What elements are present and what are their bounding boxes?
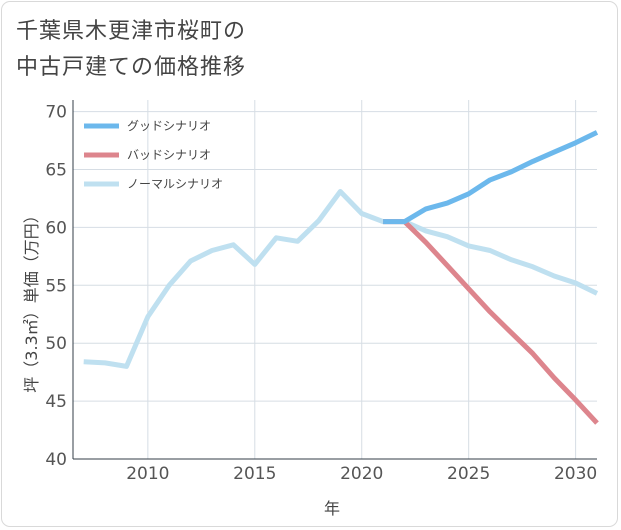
x-tick-label: 2010: [126, 464, 169, 484]
legend-label-1: グッドシナリオ: [127, 119, 211, 133]
series-layer: [83, 130, 599, 425]
chart-title: 千葉県木更津市桜町の 中古戸建ての価格推移: [16, 14, 576, 86]
y-tick-label: 60: [45, 218, 67, 238]
axes-layer: 40 45 50 55 60 65 70 2010 2015 2020 2025 2030: [45, 100, 597, 484]
x-tick-label: 2015: [233, 464, 276, 484]
y-tick-label: 55: [45, 276, 67, 296]
grid-layer: [73, 100, 597, 460]
x-tick-label: 2020: [340, 464, 383, 484]
series-line-2: [383, 219, 599, 425]
y-tick-label: 45: [45, 392, 67, 412]
chart-title-line-2: 中古戸建ての価格推移: [16, 55, 247, 80]
x-axis-title: 年: [324, 499, 340, 518]
y-tick-label: 50: [45, 334, 67, 354]
legend-label-3: ノーマルシナリオ: [127, 177, 223, 191]
series-line-3: [83, 189, 599, 369]
legend-label-2: バッドシナリオ: [127, 148, 211, 162]
y-axis-title: 坪（3.3㎡）単価（万円）: [22, 207, 41, 392]
y-tick-label: 40: [45, 450, 67, 470]
series-line-1: [383, 130, 599, 225]
y-tick-label: 70: [45, 103, 67, 123]
y-tick-label: 65: [45, 160, 67, 180]
x-tick-label: 2030: [554, 464, 597, 484]
chart-title-line-1: 千葉県木更津市桜町の: [16, 19, 247, 44]
x-tick-label: 2025: [447, 464, 490, 484]
